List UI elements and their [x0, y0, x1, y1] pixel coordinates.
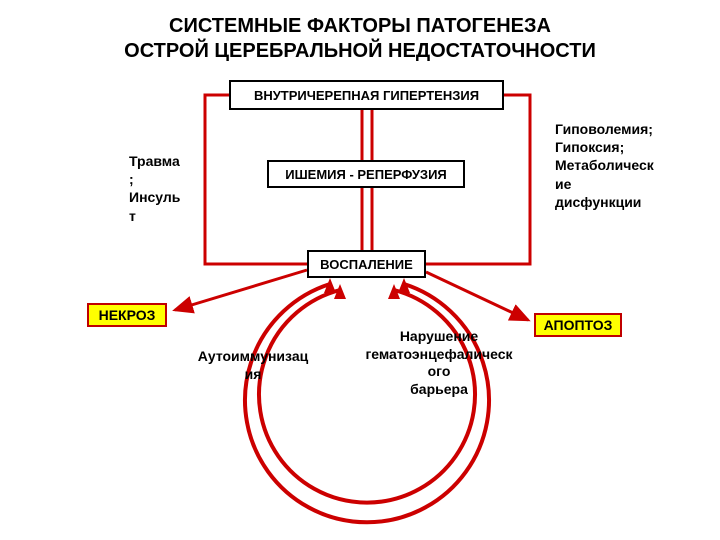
- box-bottom-label: ВОСПАЛЕНИЕ: [320, 257, 413, 272]
- box-apoptosis: АПОПТОЗ: [534, 313, 622, 337]
- box-mid-label: ИШЕМИЯ - РЕПЕРФУЗИЯ: [285, 167, 447, 182]
- box-inflammation: ВОСПАЛЕНИЕ: [307, 250, 426, 278]
- arrow-to-apoptosis: [426, 272, 528, 320]
- box-ischemia-reperfusion: ИШЕМИЯ - РЕПЕРФУЗИЯ: [267, 160, 465, 188]
- title-line2: ОСТРОЙ ЦЕРЕБРАЛЬНОЙ НЕДОСТАТОЧНОСТИ: [124, 40, 596, 62]
- apoptosis-label: АПОПТОЗ: [544, 317, 613, 333]
- circle-outer: [245, 284, 489, 522]
- label-bbb-disruption: Нарушениегематоэнцефалическогобарьера: [354, 328, 524, 398]
- title-line1: СИСТЕМНЫЕ ФАКТОРЫ ПАТОГЕНЕЗА: [169, 15, 551, 37]
- box-intracranial-hypertension: ВНУТРИЧЕРЕПНАЯ ГИПЕРТЕНЗИЯ: [229, 80, 504, 110]
- label-trauma-stroke: Травма;Инсульт: [129, 152, 199, 225]
- diagram-title: СИСТЕМНЫЕ ФАКТОРЫ ПАТОГЕНЕЗА ОСТРОЙ ЦЕРЕ…: [0, 14, 720, 64]
- label-hypovolemia: Гиповолемия;Гипоксия;Метаболическиедисфу…: [555, 120, 695, 211]
- arrow-to-necrosis: [175, 270, 307, 310]
- box-top-label: ВНУТРИЧЕРЕПНАЯ ГИПЕРТЕНЗИЯ: [254, 88, 479, 103]
- label-autoimmunization: Аутоиммунизация: [187, 348, 319, 383]
- necrosis-label: НЕКРОЗ: [99, 307, 156, 323]
- box-necrosis: НЕКРОЗ: [87, 303, 167, 327]
